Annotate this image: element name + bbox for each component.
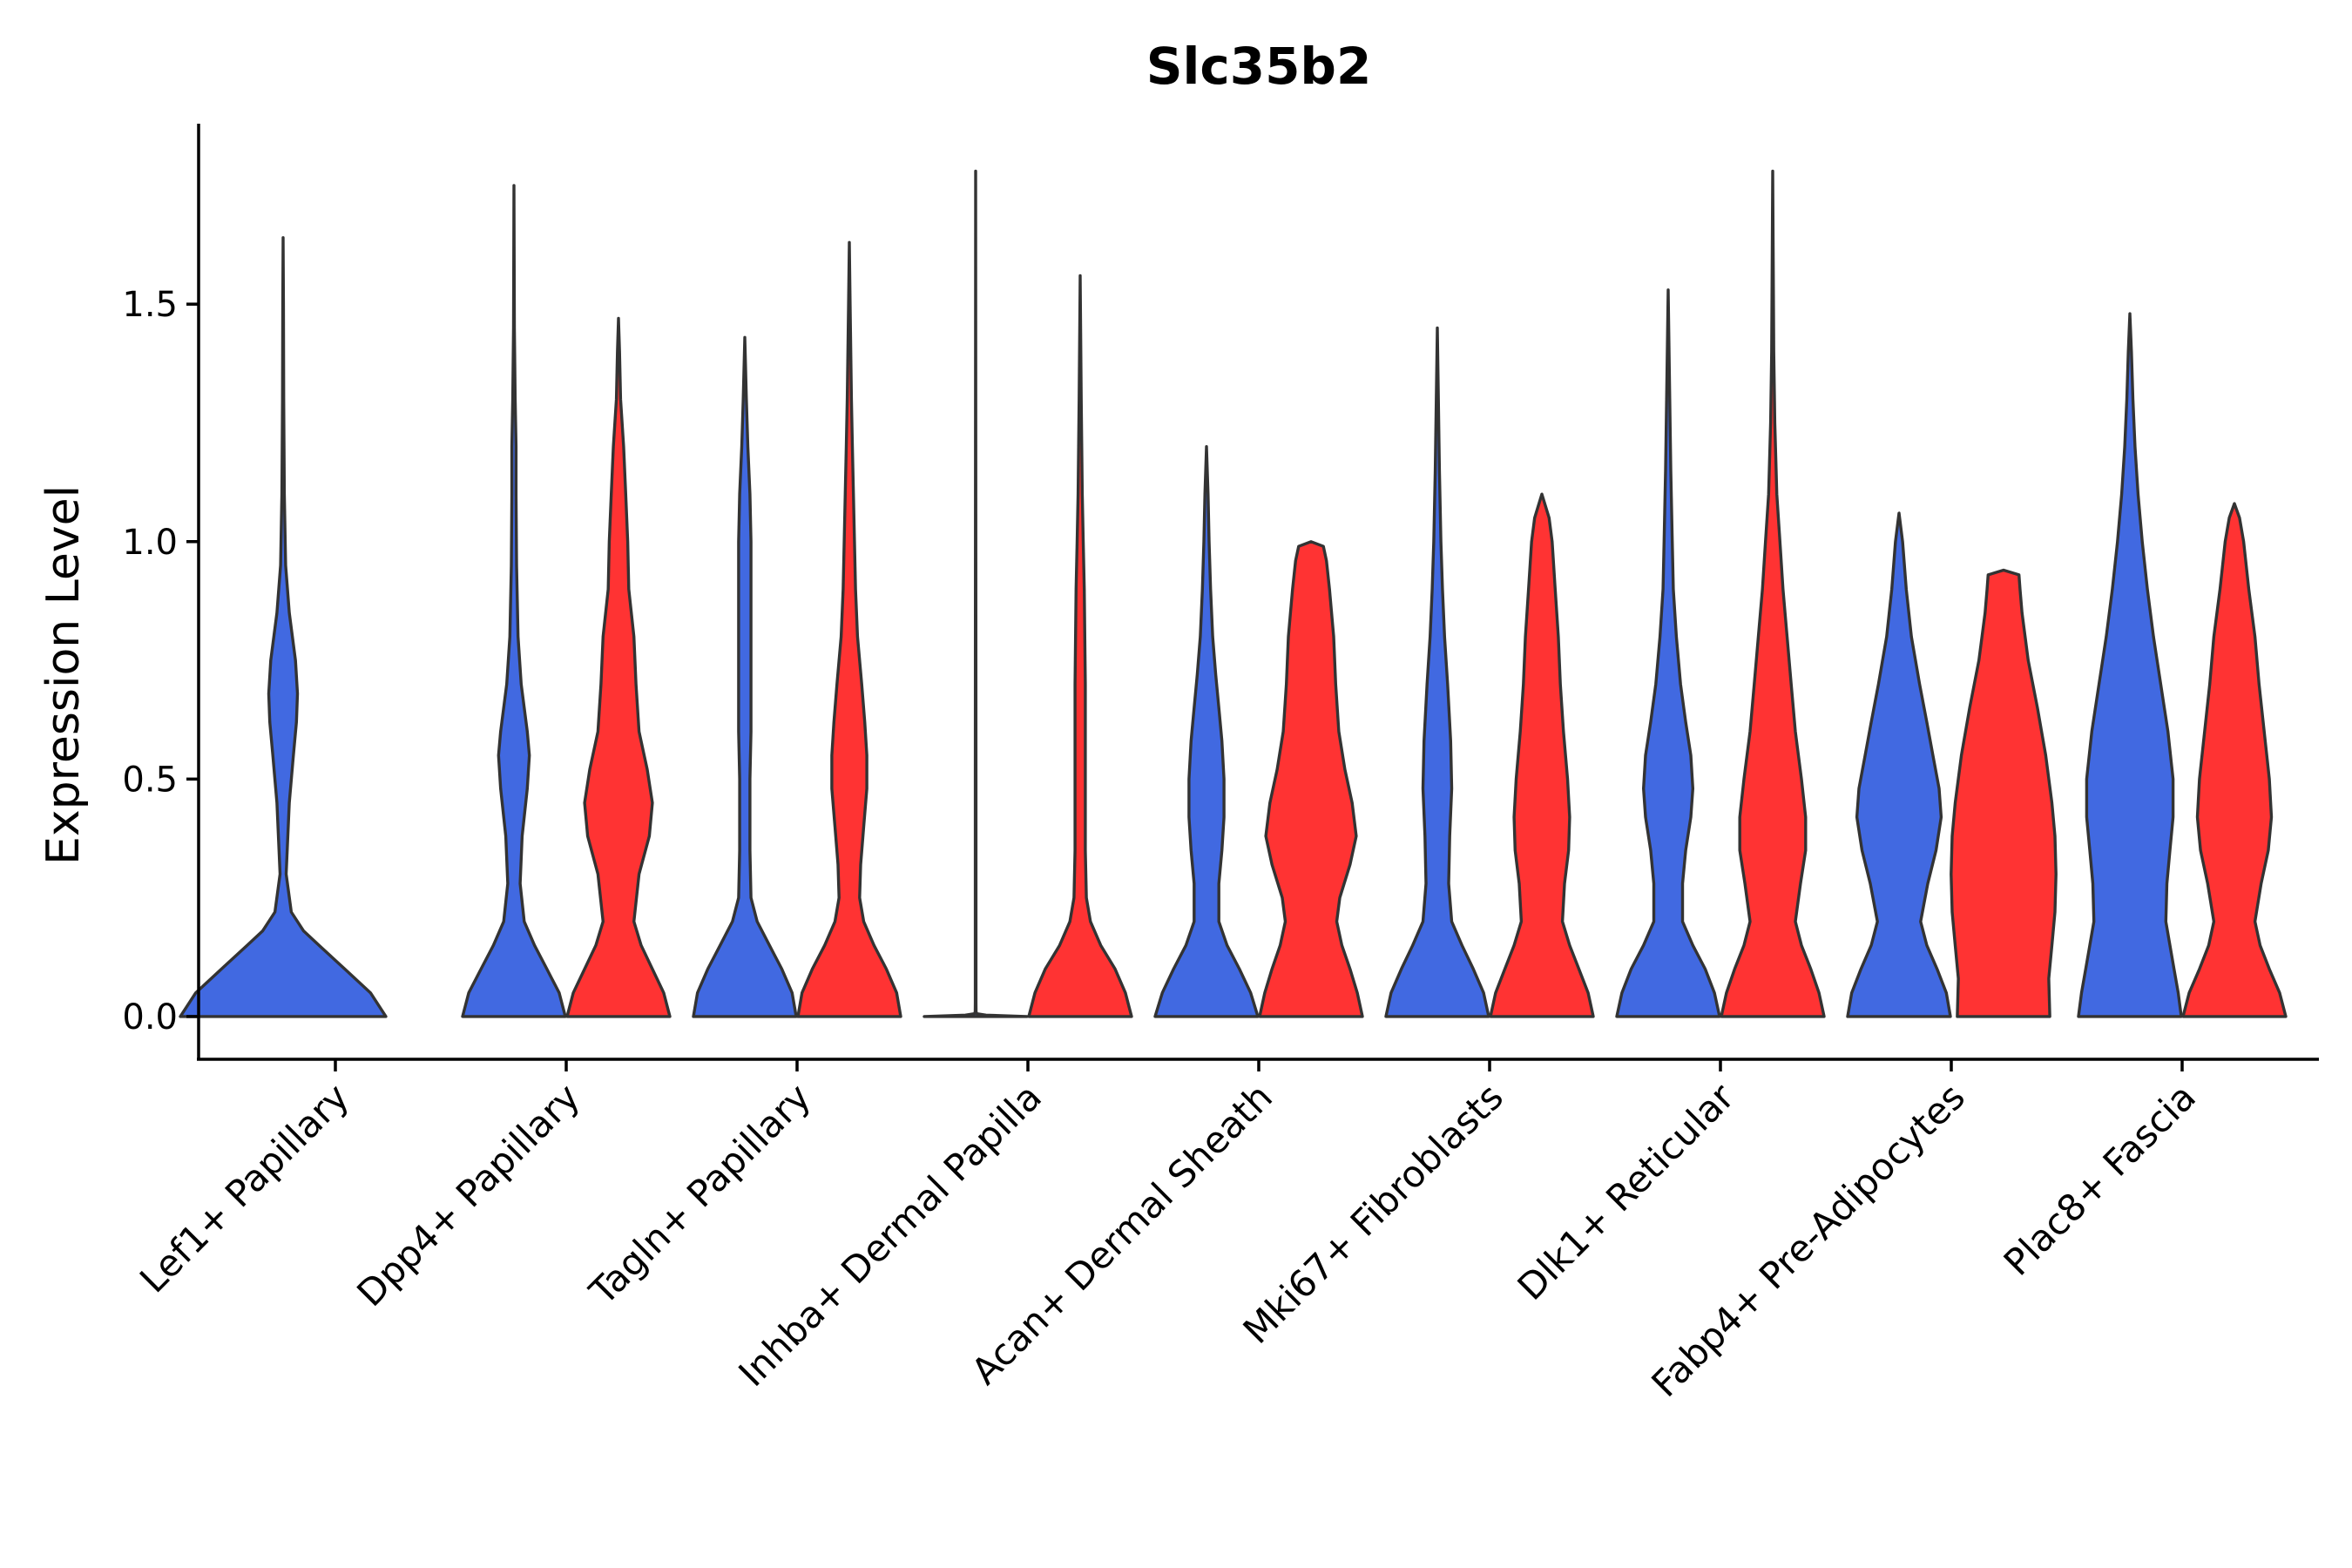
y-tick-label: 1.0 — [122, 523, 178, 563]
x-category-label: Mki67+ Fibroblasts — [1235, 1075, 1511, 1351]
violin-inhba-dermal-papilla-group-1 — [923, 169, 1029, 1018]
x-category-label: Dpp4+ Papillary — [348, 1075, 588, 1315]
x-category-label: Plac8+ Fascia — [1996, 1075, 2204, 1283]
violin-dlk1-reticular-group-2 — [1720, 169, 1826, 1018]
violin-tagln-papillary-group-1 — [692, 335, 798, 1018]
violin-lef1-papillary-group-1 — [179, 236, 388, 1018]
x-category-label: Tagln+ Papillary — [581, 1075, 819, 1313]
violin-mki67-fibroblasts-group-1 — [1384, 326, 1490, 1018]
x-category-label: Lef1+ Papillary — [132, 1075, 357, 1301]
violin-acan-dermal-sheath-group-1 — [1153, 445, 1260, 1018]
violin-inhba-dermal-papilla-group-2 — [1027, 274, 1133, 1018]
y-tick-label: 0.5 — [122, 760, 178, 800]
violin-dpp4-papillary-group-2 — [565, 316, 672, 1018]
violin-plac8-fascia-group-1 — [2077, 312, 2183, 1018]
violin-dpp4-papillary-group-1 — [461, 184, 567, 1018]
y-tick-label: 0.0 — [122, 997, 178, 1037]
violin-fabp4-pre-adipocytes-group-2 — [1950, 568, 2058, 1018]
x-category-label: Dlk1+ Reticular — [1510, 1075, 1743, 1308]
y-axis-label: Expression Level — [37, 485, 90, 865]
violin-acan-dermal-sheath-group-2 — [1258, 540, 1364, 1018]
chart-title: Slc35b2 — [1146, 37, 1372, 96]
violin-layer — [179, 169, 2288, 1018]
violin-fabp4-pre-adipocytes-group-1 — [1846, 511, 1952, 1018]
violin-dlk1-reticular-group-1 — [1615, 288, 1721, 1018]
y-ticks: 0.0 0.5 1.0 1.5 — [122, 285, 199, 1037]
violin-mki67-fibroblasts-group-2 — [1489, 492, 1595, 1018]
violin-tagln-papillary-group-2 — [796, 240, 902, 1018]
violin-plac8-fascia-group-2 — [2181, 502, 2288, 1018]
y-tick-label: 1.5 — [122, 285, 178, 325]
